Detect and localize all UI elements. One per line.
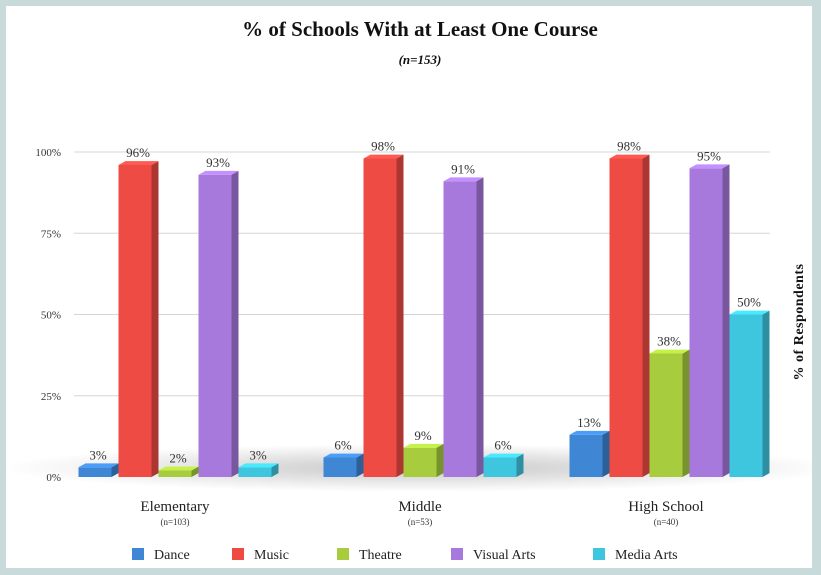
legend-label: Visual Arts: [473, 548, 536, 563]
y-axis-label: % of Respondents: [792, 263, 807, 380]
bar-top: [198, 170, 239, 175]
y-tick-label: 25%: [41, 391, 61, 403]
bar-side: [762, 310, 770, 477]
bar-top: [729, 310, 770, 315]
data-label: 2%: [169, 451, 187, 466]
bar-side: [356, 453, 364, 477]
chart-frame: % of Schools With at Least One Course (n…: [6, 6, 812, 568]
legend-label: Media Arts: [615, 548, 678, 563]
bar-side: [642, 154, 650, 477]
data-label: 98%: [617, 139, 641, 154]
bar-media-arts: [483, 457, 517, 477]
bar-side: [231, 170, 239, 477]
bar-top: [78, 463, 119, 468]
bar-side: [682, 349, 690, 477]
bar-visual-arts: [198, 174, 232, 477]
bar-dance: [78, 467, 112, 477]
x-tick-label: High School: [628, 499, 703, 515]
bar-top: [118, 161, 159, 165]
x-tick-label: Elementary: [140, 499, 210, 515]
bar-side: [476, 177, 484, 477]
x-tick-label: Middle: [398, 499, 442, 515]
data-label: 9%: [414, 428, 432, 443]
x-tick-note: (n=53): [408, 517, 433, 527]
bar-visual-arts: [689, 168, 723, 477]
x-tick-note: (n=103): [160, 517, 189, 527]
data-label: 3%: [249, 447, 267, 462]
x-tick-note: (n=40): [654, 517, 679, 527]
bar-top: [689, 164, 730, 169]
bar-media-arts: [238, 467, 272, 477]
bar-side: [516, 453, 524, 477]
bar-top: [323, 453, 364, 458]
bar-top: [443, 177, 484, 182]
data-label: 91%: [451, 161, 475, 176]
bar-top: [609, 154, 650, 159]
data-label: 6%: [494, 438, 512, 453]
bar-visual-arts: [443, 181, 477, 477]
bar-theatre: [158, 470, 192, 477]
bar-music: [118, 165, 152, 477]
bar-side: [436, 443, 444, 477]
y-tick-label: 50%: [41, 310, 61, 322]
data-label: 96%: [126, 145, 150, 160]
bar-top: [403, 443, 444, 448]
legend-label: Theatre: [359, 548, 402, 563]
data-label: 3%: [89, 447, 107, 462]
data-label: 95%: [697, 148, 721, 163]
bar-side: [602, 430, 610, 477]
bar-dance: [323, 457, 357, 477]
bar-media-arts: [729, 314, 763, 477]
legend-swatch: [232, 548, 244, 560]
data-label: 6%: [334, 438, 352, 453]
legend-swatch: [593, 548, 605, 560]
data-label: 98%: [371, 139, 395, 154]
legend-swatch: [132, 548, 144, 560]
bar-top: [649, 349, 690, 354]
legend-swatch: [451, 548, 463, 560]
bar-side: [271, 463, 279, 477]
bar-music: [363, 158, 397, 477]
y-tick-label: 0%: [46, 472, 61, 484]
chart: % of Schools With at Least One Course (n…: [6, 17, 812, 563]
data-label: 13%: [577, 415, 601, 430]
y-tick-label: 75%: [41, 228, 61, 240]
bar-top: [363, 154, 404, 159]
bar-side: [191, 466, 199, 477]
bar-side: [111, 463, 119, 477]
bar-top: [238, 463, 279, 468]
bar-top: [569, 430, 610, 435]
data-label: 38%: [657, 334, 681, 349]
bar-top: [483, 453, 524, 458]
bar-side: [396, 154, 404, 477]
chart-subtitle: (n=153): [399, 52, 442, 67]
legend-label: Music: [254, 548, 289, 563]
legend-swatch: [337, 548, 349, 560]
bar-top: [158, 466, 199, 471]
data-label: 50%: [737, 295, 761, 310]
bar-theatre: [403, 447, 437, 477]
chart-title: % of Schools With at Least One Course: [242, 17, 598, 41]
bar-music: [609, 158, 643, 477]
bar-side: [722, 164, 730, 477]
bar-theatre: [649, 353, 683, 477]
bar-side: [151, 161, 159, 477]
data-label: 93%: [206, 155, 230, 170]
bar-dance: [569, 434, 603, 477]
y-tick-label: 100%: [35, 147, 61, 159]
legend-label: Dance: [154, 548, 190, 563]
